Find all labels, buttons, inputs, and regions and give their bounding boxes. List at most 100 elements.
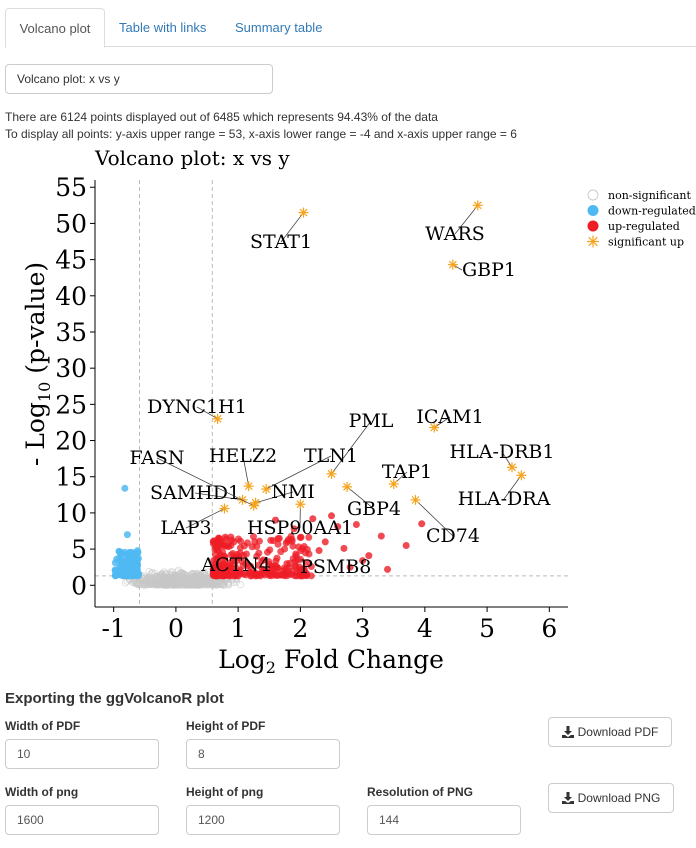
label-leader — [415, 499, 454, 537]
point-up — [242, 550, 250, 558]
y-tick-label: 40 — [55, 282, 87, 311]
point-nonsig — [201, 569, 209, 577]
asterisk-stroke — [220, 504, 229, 513]
point-up — [240, 542, 248, 550]
gene-label: STAT1 — [250, 231, 312, 253]
plot-select[interactable]: Volcano plot: x vs y — [5, 64, 273, 94]
download-png-label: Download PNG — [577, 791, 661, 805]
download-png-button[interactable]: Download PNG — [548, 783, 674, 813]
y-tick-label: 50 — [55, 209, 87, 238]
asterisk-stroke — [249, 501, 258, 510]
gene-label: TLN1 — [304, 445, 358, 467]
point-sig — [410, 494, 421, 505]
point-up — [273, 554, 281, 562]
point-nonsig — [148, 579, 156, 587]
download-pdf-button[interactable]: Download PDF — [548, 717, 672, 747]
point-up — [315, 547, 323, 555]
pdf-width-label: Width of PDF — [5, 719, 81, 733]
point-nonsig — [183, 579, 191, 587]
point-up — [251, 538, 259, 546]
asterisk-stroke — [296, 500, 305, 509]
point-up — [359, 557, 367, 565]
png-width-input[interactable]: 1600 — [5, 805, 159, 835]
volcano-plot: Volcano plot: x vs y WARS STAT1 GBP1 DYNC1H1… — [21, 146, 696, 677]
point-up — [290, 525, 298, 533]
point-down — [121, 484, 129, 492]
point-up — [213, 555, 221, 563]
point-nonsig — [139, 575, 147, 583]
point-up — [307, 563, 315, 571]
point-sig — [429, 422, 440, 433]
gene-label: ICAM1 — [416, 406, 483, 428]
tab-summary-table[interactable]: Summary table — [235, 20, 323, 35]
point-nonsig — [237, 581, 245, 589]
legend-key-up — [587, 220, 599, 232]
point-nonsig — [202, 577, 211, 585]
point-nonsig — [136, 579, 144, 587]
point-up — [309, 515, 317, 523]
point-nonsig — [167, 568, 175, 576]
label-leader — [503, 475, 522, 500]
point-nonsig — [131, 579, 139, 587]
point-sig — [243, 481, 254, 492]
point-up — [214, 572, 222, 580]
point-up — [233, 553, 241, 561]
point-up — [260, 556, 268, 564]
point-up — [225, 543, 233, 551]
point-nonsig — [212, 579, 220, 588]
gene-label: LAP3 — [160, 517, 211, 539]
point-nonsig — [151, 573, 159, 581]
point-up — [328, 512, 335, 520]
asterisk-stroke — [389, 480, 398, 488]
point-up — [230, 538, 238, 546]
point-up — [299, 572, 307, 580]
point-down — [113, 571, 121, 579]
y-tick-label: 0 — [71, 571, 87, 600]
label-leader — [454, 205, 479, 235]
download-pdf-label: Download PDF — [577, 725, 659, 739]
info-line-1: There are 6124 points displayed out of 6… — [5, 110, 438, 124]
label-leader — [242, 455, 250, 487]
point-nonsig — [162, 569, 171, 578]
y-tick-label: 55 — [55, 173, 87, 202]
point-up — [301, 549, 309, 557]
point-up — [346, 563, 354, 571]
point-sig — [506, 462, 517, 473]
gene-label: HLA-DRA — [458, 488, 551, 510]
label-leader — [501, 451, 513, 468]
tab-volcano-plot[interactable]: Volcano plot — [5, 8, 105, 48]
point-sig — [516, 470, 527, 481]
point-up — [281, 545, 289, 553]
point-up — [255, 549, 263, 557]
asterisk-stroke — [213, 414, 222, 423]
gene-label: FASN — [130, 447, 185, 469]
point-down — [134, 570, 142, 578]
chart-title: Volcano plot: x vs y — [94, 146, 290, 170]
point-sig — [219, 503, 230, 514]
point-nonsig — [135, 580, 143, 588]
pdf-height-input[interactable]: 8 — [186, 739, 340, 769]
point-sig — [248, 500, 259, 511]
gene-label: HELZ2 — [209, 445, 277, 467]
point-up — [220, 556, 228, 564]
tab-table-with-links[interactable]: Table with links — [119, 20, 207, 35]
point-down — [123, 531, 131, 539]
point-sig — [326, 468, 337, 479]
x-tick-label: 1 — [230, 614, 246, 643]
point-nonsig — [146, 575, 154, 583]
png-height-input[interactable]: 1200 — [186, 805, 340, 835]
x-tick-label: 5 — [479, 614, 495, 643]
asterisk-stroke — [244, 482, 253, 491]
png-resolution-input[interactable]: 144 — [367, 805, 521, 835]
point-nonsig — [164, 576, 172, 584]
point-up — [296, 534, 304, 542]
point-nonsig — [169, 576, 177, 584]
y-tick-label: 35 — [55, 318, 87, 347]
point-up — [224, 570, 232, 578]
asterisk-stroke — [299, 208, 308, 217]
point-nonsig — [166, 581, 174, 589]
pdf-width-input[interactable]: 10 — [5, 739, 159, 769]
legend-key-down — [587, 205, 599, 216]
y-tick-label: 15 — [55, 463, 87, 492]
point-up — [289, 555, 297, 563]
